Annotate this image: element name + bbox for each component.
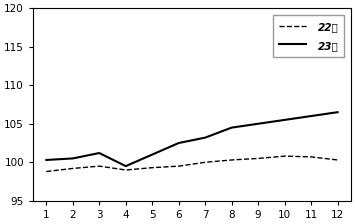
22年 — [176, 165, 181, 168]
23年 — [71, 157, 75, 160]
22年 — [97, 165, 102, 168]
23年 — [256, 122, 260, 125]
23年 — [44, 159, 48, 161]
22年 — [150, 166, 154, 169]
22年 — [283, 155, 287, 157]
23年 — [203, 136, 207, 139]
23年 — [283, 118, 287, 121]
Line: 23年: 23年 — [46, 112, 338, 166]
23年 — [335, 111, 340, 114]
22年 — [335, 159, 340, 161]
23年 — [97, 152, 102, 154]
22年 — [71, 167, 75, 170]
Legend: 22年, 23年: 22年, 23年 — [273, 15, 344, 57]
23年 — [309, 115, 313, 117]
23年 — [230, 126, 234, 129]
23年 — [150, 153, 154, 156]
22年 — [124, 169, 128, 171]
22年 — [230, 159, 234, 161]
22年 — [203, 161, 207, 164]
22年 — [309, 155, 313, 158]
22年 — [44, 170, 48, 173]
23年 — [124, 165, 128, 168]
Line: 22年: 22年 — [46, 156, 338, 172]
22年 — [256, 157, 260, 160]
23年 — [176, 142, 181, 144]
